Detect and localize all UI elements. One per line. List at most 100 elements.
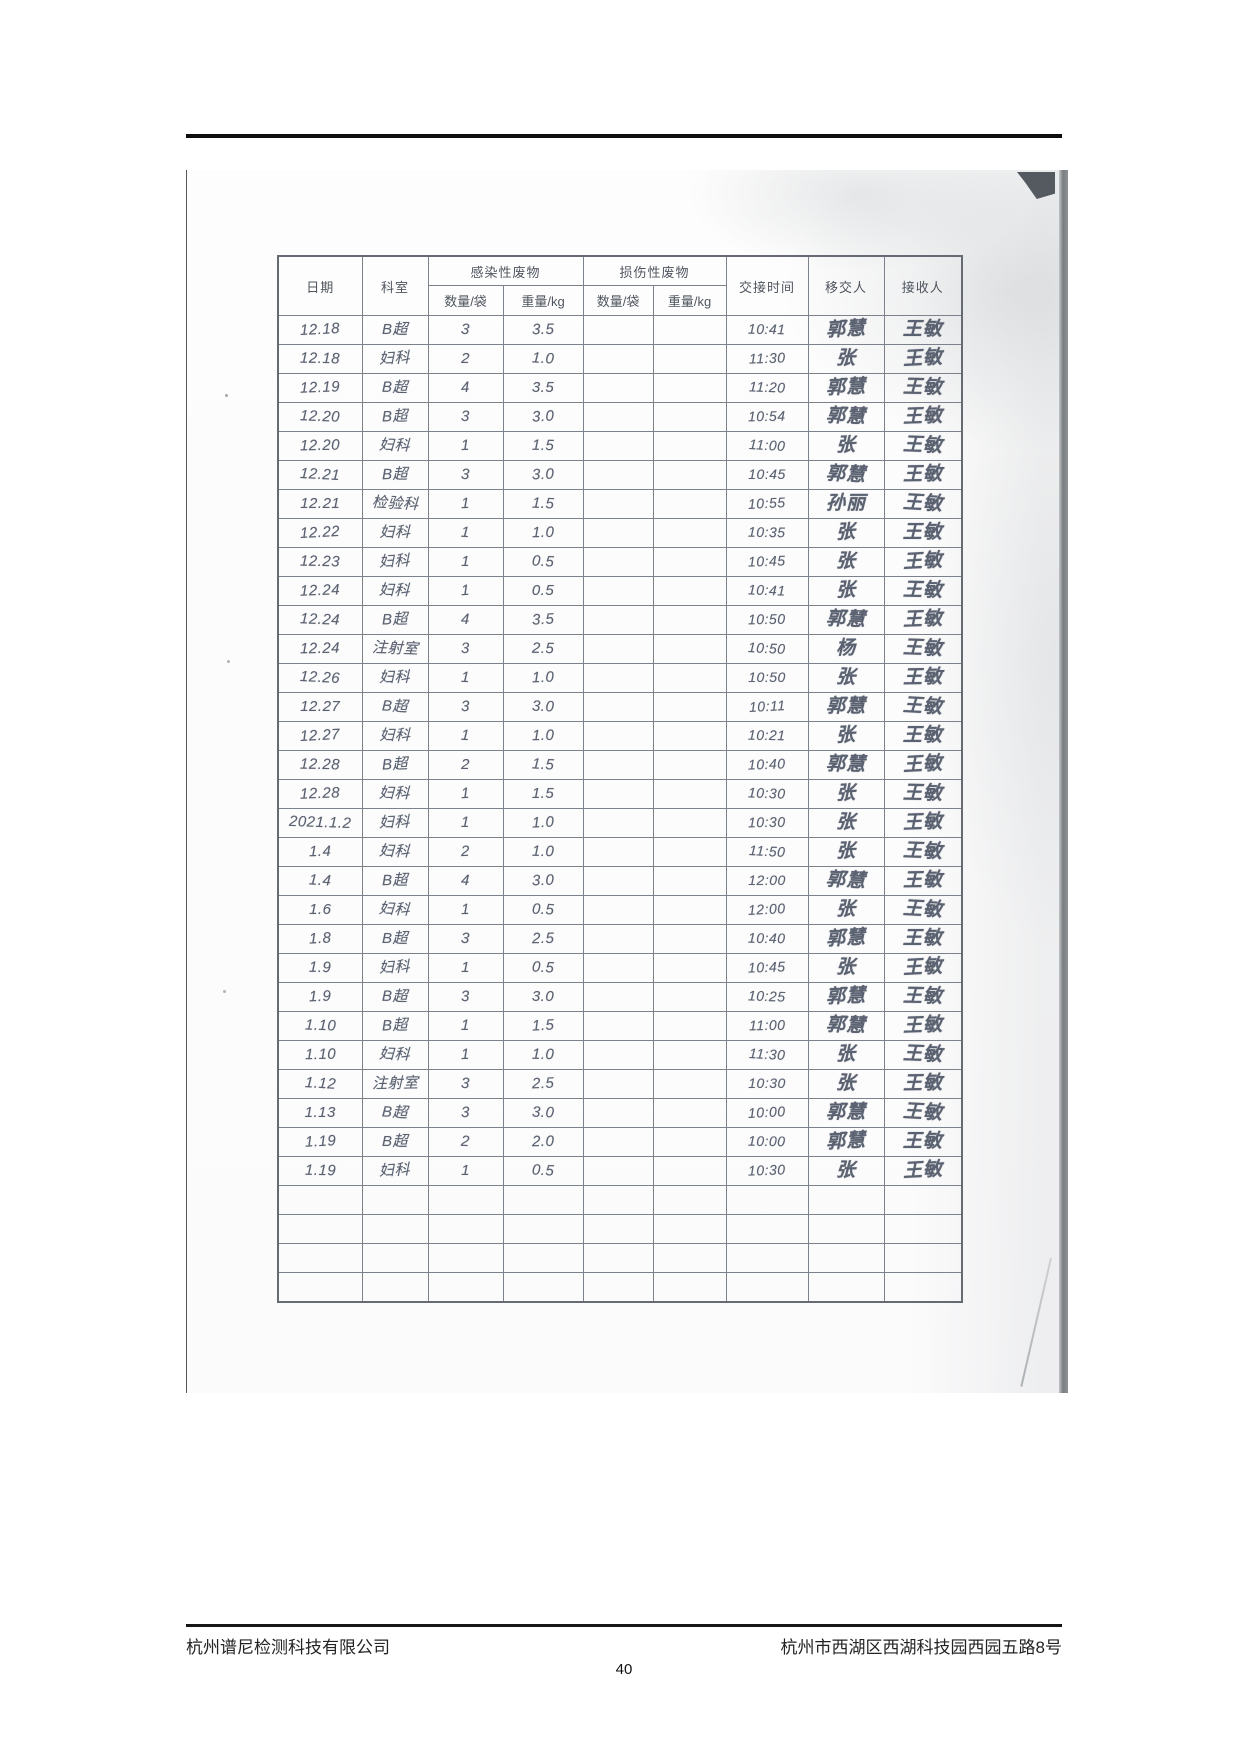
cell-transferor-signature: 张 [807, 808, 885, 838]
cell-department: 妇科 [361, 953, 429, 983]
cell-sharps-weight [652, 721, 727, 751]
cell-receiver-signature: 王敏 [883, 953, 963, 983]
cell-date: 12.18 [277, 315, 363, 345]
cell-date [277, 1243, 363, 1273]
cell-infectious-weight: 1.5 [502, 431, 584, 461]
cell-date: 12.28 [277, 779, 363, 809]
cell-handover-time: 10:30 [725, 1069, 809, 1099]
footer-company-name: 杭州谱尼检测科技有限公司 [186, 1638, 390, 1657]
cell-sharps-qty [582, 692, 654, 722]
cell-sharps-qty [582, 1069, 654, 1099]
cell-handover-time: 12:00 [725, 866, 809, 896]
cell-department: 妇科 [361, 344, 429, 374]
table-row: 12.18 妇科 2 1.0 11:30 张王敏 [277, 344, 963, 374]
cell-handover-time: 11:00 [725, 1011, 809, 1041]
cell-department: B超 [361, 692, 429, 722]
page-number: 40 [615, 1661, 633, 1678]
cell-transferor-signature: 张 [807, 721, 885, 751]
table-row: 12.20 B超 3 3.0 10:54 郭慧 王敏 [277, 402, 963, 432]
waste-transfer-table: 日期 科室 感染性废物 损伤性废物 交接时间 移交人 接收人 数量/袋 重量/k… [277, 255, 964, 1303]
table-row: 1.12 注射室 3 2.5 10:30 张王敏 [277, 1069, 963, 1099]
header-department: 科室 [361, 255, 429, 316]
cell-date: 1.6 [277, 895, 363, 925]
table-row: 1.8 B超 3 2.5 10:40 郭慧 王敏 [277, 924, 963, 954]
cell-date: 12.21 [277, 489, 363, 519]
cell-infectious-qty [427, 1272, 504, 1303]
cell-transferor-signature: 郭慧 [807, 1127, 885, 1157]
cell-infectious-qty: 1 [427, 489, 504, 519]
cell-receiver-signature: 王敏 [883, 605, 963, 635]
cell-receiver-signature: 王敏 [883, 489, 963, 519]
cell-receiver-signature: 王敏 [883, 837, 963, 867]
cell-receiver-signature: 王敏 [883, 1040, 963, 1070]
header-rule [186, 134, 1062, 138]
cell-handover-time: 10:54 [725, 402, 809, 432]
cell-sharps-qty [582, 373, 654, 403]
table-header: 日期 科室 感染性废物 损伤性废物 交接时间 移交人 接收人 数量/袋 重量/k… [277, 255, 963, 316]
cell-sharps-qty [582, 1156, 654, 1186]
cell-receiver-signature [883, 1214, 963, 1244]
cell-department: B超 [361, 1127, 429, 1157]
cell-sharps-weight [652, 837, 727, 867]
cell-sharps-weight [652, 1214, 727, 1244]
cell-handover-time: 10:41 [725, 315, 809, 345]
cell-infectious-qty: 4 [427, 866, 504, 896]
cell-infectious-weight: 2.0 [502, 1127, 584, 1157]
cell-transferor-signature: 郭慧 [807, 373, 885, 403]
cell-date: 1.9 [277, 953, 363, 983]
cell-infectious-weight: 2.5 [502, 1069, 584, 1099]
cell-sharps-weight [652, 402, 727, 432]
table-row: 1.19 妇科 1 0.5 10:30 张王敏 [277, 1156, 963, 1186]
cell-sharps-weight [652, 431, 727, 461]
cell-receiver-signature: 王敏 [883, 924, 963, 954]
cell-sharps-weight [652, 953, 727, 983]
cell-department: B超 [361, 460, 429, 490]
cell-department [361, 1185, 429, 1215]
cell-receiver-signature [883, 1272, 963, 1303]
cell-transferor-signature: 张 [807, 1040, 885, 1070]
table-body: 12.18 B超 3 3.5 10:41 郭慧 王敏 12.18 妇科 2 1.0 11:30 张王敏 1… [277, 315, 963, 1303]
cell-infectious-weight: 1.5 [502, 750, 584, 780]
table-row: 1.9 B超 3 3.0 10:25 郭慧 王敏 [277, 982, 963, 1012]
cell-handover-time: 10:40 [725, 924, 809, 954]
cell-infectious-weight: 3.0 [502, 460, 584, 490]
cell-receiver-signature: 王敏 [883, 344, 963, 374]
footer-rule [186, 1624, 1062, 1627]
cell-infectious-qty: 3 [427, 692, 504, 722]
header-infectious-waste: 感染性废物 [427, 255, 584, 286]
cell-department: 妇科 [361, 1156, 429, 1186]
cell-sharps-qty [582, 982, 654, 1012]
cell-department: 检验科 [361, 489, 429, 519]
cell-receiver-signature: 王敏 [883, 663, 963, 693]
cell-sharps-qty [582, 1214, 654, 1244]
cell-department [361, 1243, 429, 1273]
cell-date: 12.20 [277, 402, 363, 432]
cell-sharps-weight [652, 808, 727, 838]
table-row: 12.24 妇科 1 0.5 10:41 张王敏 [277, 576, 963, 606]
cell-date: 12.26 [277, 663, 363, 693]
cell-sharps-qty [582, 634, 654, 664]
cell-sharps-weight [652, 982, 727, 1012]
table-row-empty [277, 1185, 963, 1215]
cell-receiver-signature: 王敏 [883, 692, 963, 722]
cell-department: 妇科 [361, 547, 429, 577]
cell-receiver-signature: 王敏 [883, 634, 963, 664]
header-infectious-weight: 重量/kg [502, 285, 584, 316]
scanned-log-sheet: 日期 科室 感染性废物 损伤性废物 交接时间 移交人 接收人 数量/袋 重量/k… [186, 170, 1068, 1393]
cell-sharps-weight [652, 1272, 727, 1303]
scan-corner-shadow [1017, 172, 1055, 199]
cell-date: 2021.1.2 [277, 808, 363, 838]
cell-handover-time: 10:45 [725, 460, 809, 490]
cell-infectious-weight [502, 1214, 584, 1244]
cell-receiver-signature [883, 1243, 963, 1273]
cell-receiver-signature: 王敏 [883, 576, 963, 606]
cell-transferor-signature: 郭慧 [807, 605, 885, 635]
cell-transferor-signature: 张 [807, 663, 885, 693]
cell-handover-time: 11:20 [725, 373, 809, 403]
cell-sharps-qty [582, 431, 654, 461]
header-sharps-weight: 重量/kg [652, 285, 727, 316]
cell-department [361, 1214, 429, 1244]
cell-date: 12.18 [277, 344, 363, 374]
cell-receiver-signature: 王敏 [883, 1069, 963, 1099]
cell-sharps-qty [582, 1127, 654, 1157]
